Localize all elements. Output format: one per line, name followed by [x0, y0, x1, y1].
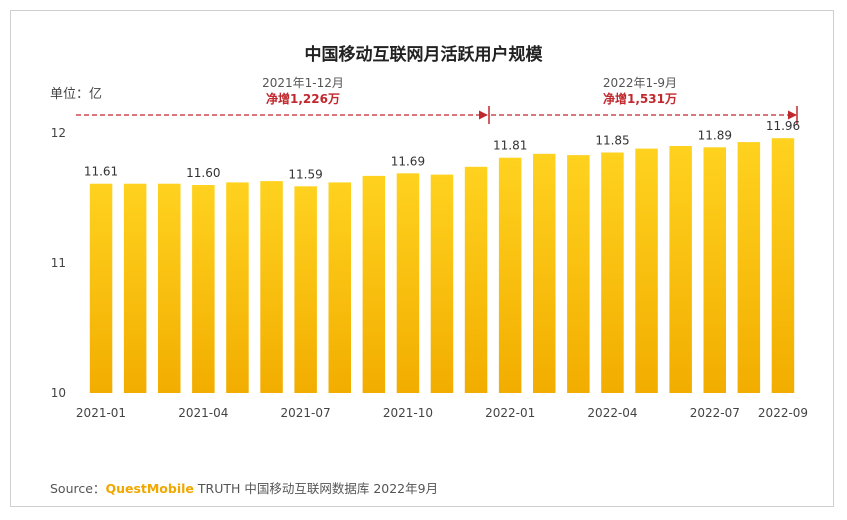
data-label-2021-04: 11.60	[186, 166, 220, 180]
data-label-2022-07: 11.89	[698, 128, 732, 142]
data-label-2022-09: 11.96	[766, 119, 800, 133]
source-text: TRUTH 中国移动互联网数据库 2022年9月	[197, 481, 439, 496]
x-tick-2021-04: 2021-04	[178, 406, 228, 420]
y-tick-10: 10	[51, 386, 66, 400]
x-tick-2021-10: 2021-10	[383, 406, 433, 420]
bar-2022-02	[533, 153, 556, 393]
bar-2022-08	[737, 142, 761, 393]
bar-2021-04	[192, 185, 215, 393]
x-tick-2022-07: 2022-07	[690, 406, 740, 420]
bar-2021-08	[328, 182, 351, 393]
bar-2021-06	[260, 181, 283, 393]
period-range-2022: 2022年1-9月	[602, 76, 678, 90]
bar-2021-09	[362, 175, 386, 393]
period-annotation-2021: 2021年1-12月 净增1,226万	[228, 75, 378, 107]
bar-2021-07	[294, 186, 317, 393]
bar-2021-05	[226, 182, 249, 393]
bar-2022-06	[669, 146, 692, 393]
bar-2022-09	[771, 138, 795, 393]
x-tick-2022-09: 2022-09	[758, 406, 808, 420]
source-prefix: Source：	[50, 481, 106, 496]
period-gain-2021: 净增1,226万	[266, 92, 340, 106]
bar-2021-10	[396, 173, 420, 393]
bar-2022-04	[601, 152, 624, 393]
period-annotation-2022: 2022年1-9月 净增1,531万	[565, 75, 715, 107]
x-tick-2022-04: 2022-04	[587, 406, 637, 420]
y-tick-12: 12	[51, 126, 66, 140]
chart-card	[10, 10, 834, 507]
x-tick-2021-01: 2021-01	[76, 406, 126, 420]
period-range-2021: 2021年1-12月	[262, 76, 344, 90]
source-brand: QuestMobile	[105, 481, 194, 496]
bar-2021-02	[123, 183, 147, 393]
data-label-2021-10: 11.69	[391, 154, 425, 168]
unit-label: 单位：亿	[50, 87, 103, 102]
data-label-2021-07: 11.59	[288, 167, 322, 181]
data-label-2022-01: 11.81	[493, 139, 527, 153]
data-label-2022-04: 11.85	[595, 134, 629, 148]
x-tick-2021-07: 2021-07	[281, 406, 331, 420]
source-note: Source：QuestMobile TRUTH 中国移动互联网数据库 2022…	[50, 478, 438, 497]
bar-2022-07	[703, 147, 726, 393]
bar-2021-11	[430, 174, 454, 393]
period-gain-2022: 净增1,531万	[603, 92, 677, 106]
bar-2021-12	[464, 166, 488, 393]
x-tick-2022-01: 2022-01	[485, 406, 535, 420]
bar-2022-01	[498, 157, 522, 393]
y-tick-11: 11	[51, 256, 66, 270]
chart-title: 中国移动互联网月活跃用户规模	[304, 45, 543, 65]
data-label-2021-01: 11.61	[84, 165, 118, 179]
bar-2021-01	[89, 183, 113, 393]
bar-2022-03	[567, 155, 590, 393]
bar-2021-03	[158, 183, 181, 393]
bar-2022-05	[635, 148, 658, 393]
